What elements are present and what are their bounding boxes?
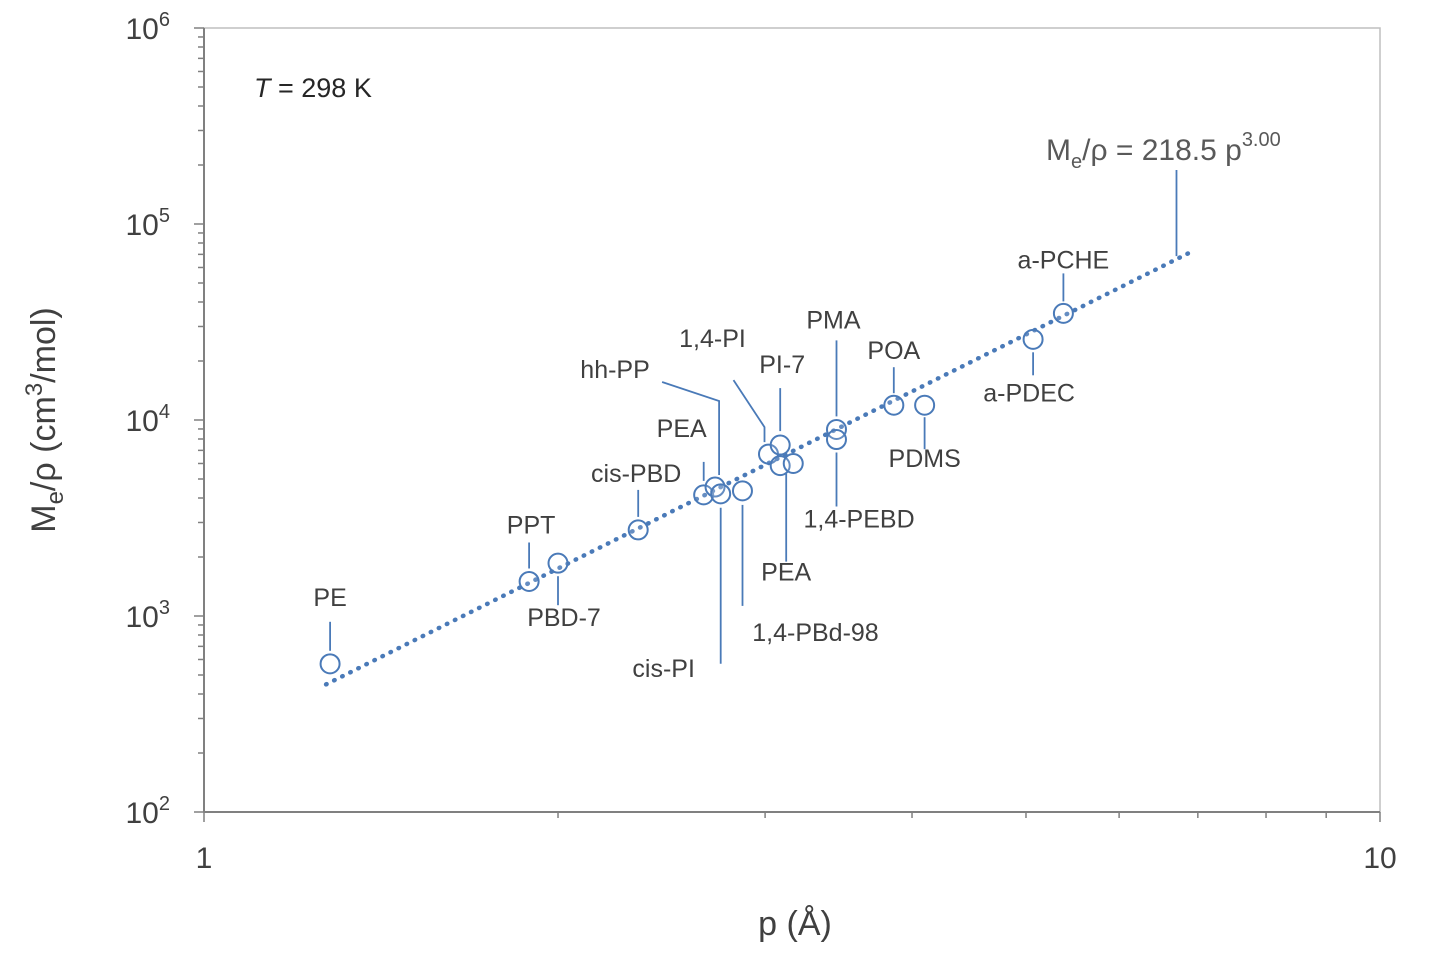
data-point <box>1052 302 1074 324</box>
point-label: a-PCHE <box>1018 246 1110 274</box>
point-label: PMA <box>806 306 861 334</box>
point-label: hh-PP <box>580 356 649 384</box>
data-point <box>769 434 791 456</box>
y-tick-label: 103 <box>126 597 171 634</box>
y-axis-title: Me/ρ (cm3/mol) <box>21 307 69 533</box>
point-labels: PE PPT PBD-7 cis-PBD PEA hh-PP cis-PI 1,4-PBd-9… <box>313 246 1109 682</box>
leader-line <box>732 379 766 443</box>
data-point <box>710 483 732 505</box>
data-point <box>825 429 847 451</box>
data-point <box>693 484 715 506</box>
data-point <box>883 394 905 416</box>
data-point <box>627 519 649 541</box>
y-tick-label: 105 <box>126 205 171 242</box>
data-markers <box>319 302 1074 675</box>
point-label: 1,4-PI <box>679 325 746 353</box>
temperature-annotation: T = 298 K <box>254 73 372 103</box>
point-label: 1,4-PBd-98 <box>752 619 878 647</box>
point-label: PDMS <box>889 445 961 473</box>
point-label: 1,4-PEBD <box>803 506 914 534</box>
y-tick-label: 102 <box>126 793 171 830</box>
data-point <box>1022 328 1044 350</box>
x-tick-label: 1 <box>196 842 213 875</box>
point-label: POA <box>867 337 920 365</box>
point-label: PEA <box>761 559 811 587</box>
x-axis-title: p (Å) <box>758 905 832 943</box>
fit-equation: Me/ρ = 218.5 p3.00 <box>1046 129 1281 173</box>
point-label: cis-PBD <box>591 460 681 488</box>
data-point <box>518 570 540 592</box>
point-label: PBD-7 <box>527 604 601 632</box>
y-tick-label: 106 <box>126 9 171 46</box>
point-label: PI-7 <box>759 351 805 379</box>
point-label: cis-PI <box>632 655 695 683</box>
label-leader-lines <box>329 273 1065 664</box>
data-point <box>319 653 341 675</box>
x-tick-labels: 1 10 <box>196 842 1397 875</box>
point-label: a-PDEC <box>983 379 1075 407</box>
y-minor-ticks <box>194 27 204 813</box>
point-label: PPT <box>507 511 556 539</box>
leader-line <box>661 381 720 475</box>
y-tick-label: 104 <box>126 401 171 438</box>
point-label: PEA <box>657 415 707 443</box>
x-minor-ticks <box>203 812 1381 822</box>
point-label: PE <box>313 584 346 612</box>
data-point <box>547 552 569 574</box>
data-point <box>782 452 804 474</box>
data-point <box>731 480 753 502</box>
fit-line-path <box>323 249 1193 687</box>
fit-trendline <box>323 170 1193 687</box>
y-tick-labels: 102 103 104 105 106 <box>126 9 171 830</box>
data-point <box>914 394 936 416</box>
x-tick-label: 10 <box>1363 842 1396 875</box>
